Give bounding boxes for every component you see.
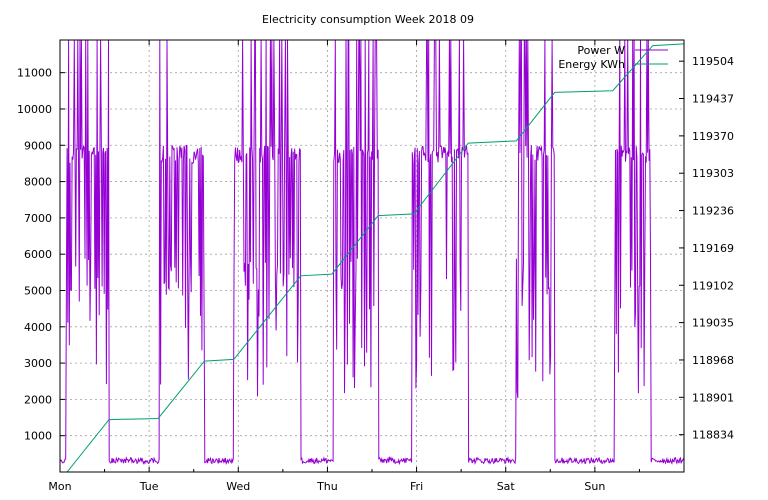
y-tick-label: 4000: [24, 321, 52, 334]
y-tick-label: 6000: [24, 248, 52, 261]
grid: [60, 40, 684, 472]
x-tick-label: Sun: [584, 480, 605, 493]
plot-frame: [59, 39, 685, 473]
y2-tick-label: 119303: [692, 167, 734, 180]
y-tick-label: 1000: [24, 430, 52, 443]
y-tick-label: 11000: [17, 67, 52, 80]
y2-tick-label: 119035: [692, 317, 734, 330]
x-tick-label: Sat: [497, 480, 516, 493]
chart-title: Electricity consumption Week 2018 09: [262, 13, 474, 26]
y2-tick-label: 119437: [692, 93, 734, 106]
y2-tick-label: 119370: [692, 130, 734, 143]
series-line-energy: [60, 43, 685, 473]
y-tick-label: 9000: [24, 139, 52, 152]
legend: Power W Energy KWh: [558, 44, 668, 71]
tick-layer: Mon Tue Wed Thu Fri Sat Sun 1000 2000 3000 4000 500…: [17, 40, 734, 493]
x-tick-label: Fri: [410, 480, 423, 493]
y2-tick-label: 118901: [692, 391, 734, 404]
series-line-power: [59, 39, 684, 466]
y-tick-label: 2000: [24, 393, 52, 406]
y-tick-label: 5000: [24, 284, 52, 297]
y2-tick-label: 118968: [692, 354, 734, 367]
y-tick-label: 10000: [17, 103, 52, 116]
x-tick-label: Tue: [139, 480, 159, 493]
y-tick-label: 3000: [24, 357, 52, 370]
x-tick-label: Mon: [48, 480, 71, 493]
y-tick-label: 7000: [24, 212, 52, 225]
x-tick-label: Wed: [226, 480, 250, 493]
legend-label-power: Power W: [577, 44, 625, 57]
x-tick-label: Thu: [316, 480, 338, 493]
y-tick-label: 8000: [24, 176, 52, 189]
legend-label-energy: Energy KWh: [558, 58, 625, 71]
y2-tick-label: 119102: [692, 279, 734, 292]
y2-tick-label: 119504: [692, 55, 734, 68]
y2-tick-label: 119236: [692, 205, 734, 218]
y2-tick-label: 118834: [692, 429, 734, 442]
series-layer: [59, 39, 685, 473]
y2-tick-label: 119169: [692, 242, 734, 255]
